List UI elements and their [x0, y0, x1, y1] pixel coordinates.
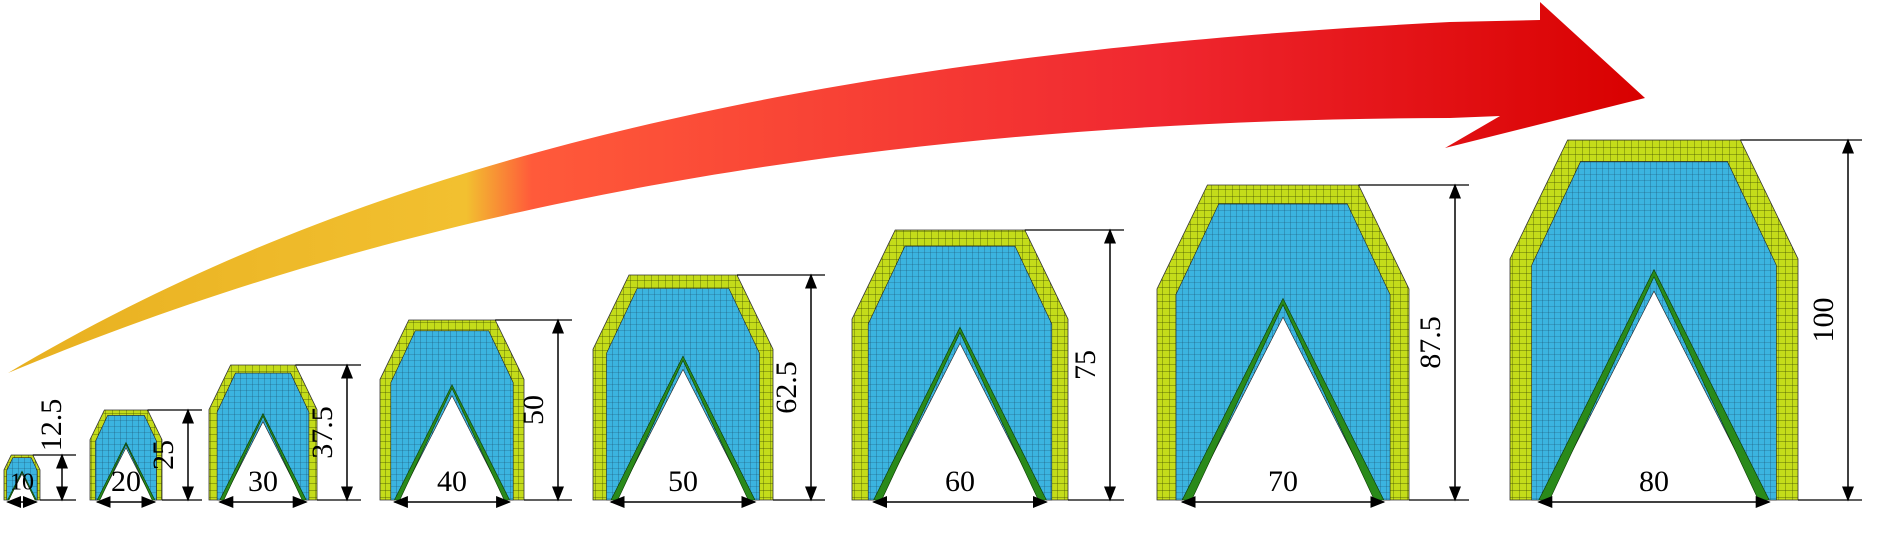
height-label: 62.5 [770, 361, 803, 414]
height-label: 12.5 [35, 399, 68, 452]
core [216, 372, 310, 501]
core [1175, 203, 1391, 501]
width-label: 70 [1268, 465, 1298, 498]
width-label: 80 [1639, 465, 1669, 498]
core [867, 245, 1053, 501]
height-label: 87.5 [1414, 316, 1447, 369]
width-label: 30 [248, 465, 278, 498]
width-label: 40 [437, 465, 467, 498]
core [606, 288, 760, 501]
height-label: 25 [147, 440, 180, 470]
height-label: 37.5 [306, 406, 339, 459]
height-label: 50 [517, 395, 550, 425]
width-label: 50 [668, 465, 698, 498]
core [1531, 161, 1777, 501]
height-label: 100 [1807, 298, 1840, 343]
width-label: 60 [945, 465, 975, 498]
core [95, 415, 157, 501]
width-label: 20 [111, 465, 141, 498]
width-label: 10 [10, 470, 34, 496]
core [390, 330, 514, 501]
height-label: 75 [1069, 350, 1102, 380]
growth-arrow [8, 2, 1645, 373]
